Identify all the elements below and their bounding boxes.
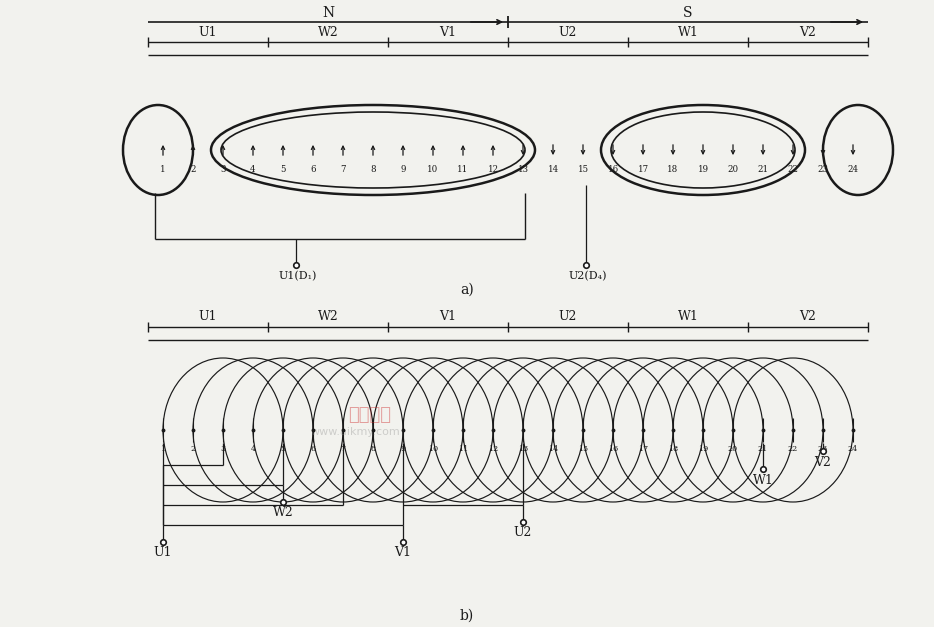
Text: www.aikmy.com: www.aikmy.com bbox=[310, 427, 400, 437]
Text: N: N bbox=[322, 6, 334, 20]
Text: 1: 1 bbox=[161, 445, 165, 453]
Text: 9: 9 bbox=[401, 166, 405, 174]
Text: V1: V1 bbox=[440, 310, 457, 324]
Text: 15: 15 bbox=[578, 445, 588, 453]
Text: 14: 14 bbox=[548, 445, 559, 453]
Text: U2: U2 bbox=[559, 310, 577, 324]
Text: U1: U1 bbox=[199, 310, 218, 324]
Text: 21: 21 bbox=[757, 166, 769, 174]
Text: 20: 20 bbox=[728, 445, 738, 453]
Text: W1: W1 bbox=[677, 26, 699, 38]
Text: 7: 7 bbox=[341, 445, 346, 453]
Text: V2: V2 bbox=[814, 455, 831, 468]
Text: 23: 23 bbox=[818, 445, 828, 453]
Text: W1: W1 bbox=[753, 473, 773, 487]
Text: 1: 1 bbox=[161, 166, 166, 174]
Text: 8: 8 bbox=[370, 166, 375, 174]
Text: U1: U1 bbox=[199, 26, 218, 38]
Text: 8: 8 bbox=[371, 445, 375, 453]
Text: 12: 12 bbox=[488, 445, 498, 453]
Text: W2: W2 bbox=[318, 310, 338, 324]
Text: 6: 6 bbox=[310, 166, 316, 174]
Text: V1: V1 bbox=[440, 26, 457, 38]
Text: 24: 24 bbox=[847, 166, 858, 174]
Text: W1: W1 bbox=[677, 310, 699, 324]
Text: 20: 20 bbox=[728, 166, 739, 174]
Text: 5: 5 bbox=[280, 445, 286, 453]
Text: 10: 10 bbox=[428, 445, 438, 453]
Text: 7: 7 bbox=[340, 166, 346, 174]
Text: S: S bbox=[684, 6, 693, 20]
Text: 3: 3 bbox=[220, 166, 226, 174]
Text: W2: W2 bbox=[273, 507, 293, 520]
Text: 11: 11 bbox=[458, 166, 469, 174]
Text: 15: 15 bbox=[577, 166, 588, 174]
Text: 10: 10 bbox=[428, 166, 439, 174]
Text: 21: 21 bbox=[757, 445, 768, 453]
Text: 9: 9 bbox=[401, 445, 405, 453]
Text: W2: W2 bbox=[318, 26, 338, 38]
Text: 22: 22 bbox=[788, 445, 799, 453]
Text: V2: V2 bbox=[800, 26, 816, 38]
Text: b): b) bbox=[460, 609, 474, 623]
Text: 17: 17 bbox=[637, 166, 648, 174]
Text: 6: 6 bbox=[310, 445, 316, 453]
Text: U1(D₁): U1(D₁) bbox=[278, 271, 317, 281]
Text: 4: 4 bbox=[250, 445, 256, 453]
Text: 19: 19 bbox=[698, 445, 708, 453]
Text: 12: 12 bbox=[488, 166, 499, 174]
Text: 17: 17 bbox=[638, 445, 648, 453]
Text: 18: 18 bbox=[668, 166, 679, 174]
Text: 16: 16 bbox=[608, 445, 618, 453]
Text: a): a) bbox=[460, 283, 474, 297]
Text: 5: 5 bbox=[280, 166, 286, 174]
Text: V2: V2 bbox=[800, 310, 816, 324]
Text: 22: 22 bbox=[787, 166, 799, 174]
Text: V1: V1 bbox=[394, 547, 412, 559]
Text: 19: 19 bbox=[698, 166, 709, 174]
Text: U2(D₄): U2(D₄) bbox=[569, 271, 607, 281]
Text: 14: 14 bbox=[547, 166, 559, 174]
Text: 2: 2 bbox=[191, 445, 195, 453]
Text: U2: U2 bbox=[514, 527, 532, 539]
Text: U1: U1 bbox=[154, 547, 172, 559]
Text: 4: 4 bbox=[250, 166, 256, 174]
Text: 23: 23 bbox=[817, 166, 828, 174]
Text: 13: 13 bbox=[517, 166, 529, 174]
Text: 16: 16 bbox=[607, 166, 618, 174]
Text: U2: U2 bbox=[559, 26, 577, 38]
Text: 13: 13 bbox=[517, 445, 528, 453]
Text: 义将贸易: 义将贸易 bbox=[348, 406, 391, 424]
Text: 3: 3 bbox=[220, 445, 226, 453]
Text: 18: 18 bbox=[668, 445, 678, 453]
Text: 2: 2 bbox=[191, 166, 196, 174]
Text: 24: 24 bbox=[848, 445, 858, 453]
Text: 11: 11 bbox=[458, 445, 468, 453]
